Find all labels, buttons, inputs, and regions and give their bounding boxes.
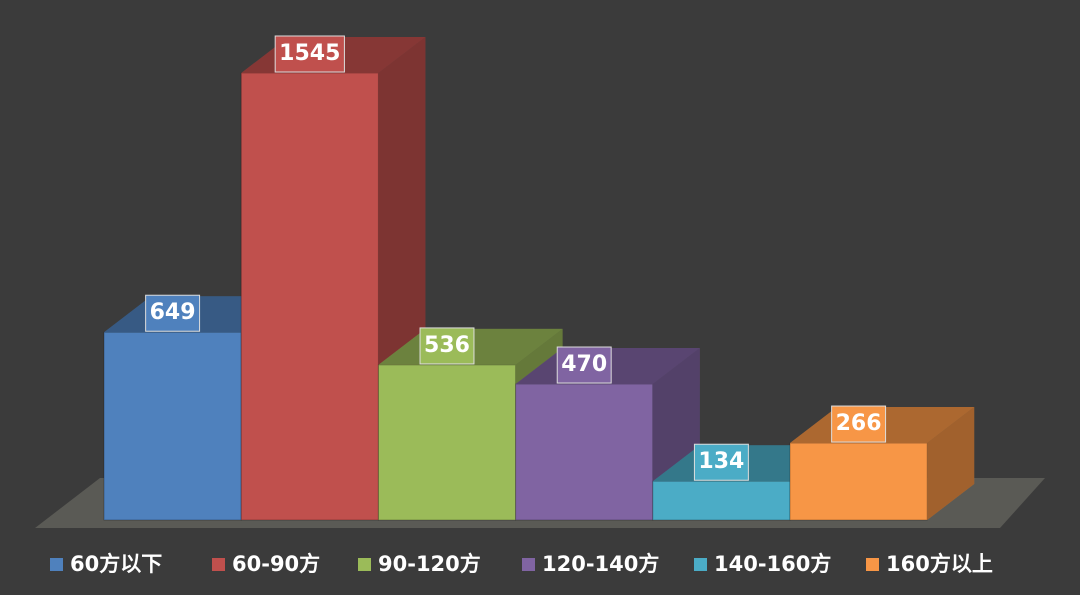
legend-label: 60-90方 (232, 552, 320, 576)
legend-label: 120-140方 (542, 552, 659, 576)
value-label-box (274, 35, 345, 73)
legend-swatch (212, 558, 225, 571)
legend-swatch (522, 558, 535, 571)
bar (103, 331, 242, 521)
legend-swatch (50, 558, 63, 571)
bar (240, 72, 379, 521)
bar-side (927, 407, 975, 520)
value-label-box (419, 327, 475, 365)
value-label-box (145, 294, 201, 332)
bar-side-shade (927, 407, 975, 520)
legend-label: 140-160方 (714, 552, 831, 576)
legend-swatch (358, 558, 371, 571)
value-label: 1545 (279, 41, 340, 66)
bar (789, 442, 928, 521)
value-label: 266 (836, 411, 882, 436)
value-label-box (693, 443, 749, 481)
value-label: 470 (561, 352, 607, 377)
bar (377, 364, 517, 521)
legend-swatch (866, 558, 879, 571)
legend-label: 90-120方 (378, 552, 481, 576)
value-label: 536 (424, 333, 470, 358)
legend-swatch (694, 558, 707, 571)
legend-label: 160方以上 (886, 552, 993, 576)
bar (515, 383, 654, 521)
value-label: 134 (698, 449, 744, 474)
bar (652, 480, 791, 521)
value-label-box (831, 405, 887, 443)
legend-label: 60方以下 (70, 552, 162, 576)
value-label-box (556, 346, 612, 384)
value-label: 649 (150, 300, 196, 325)
